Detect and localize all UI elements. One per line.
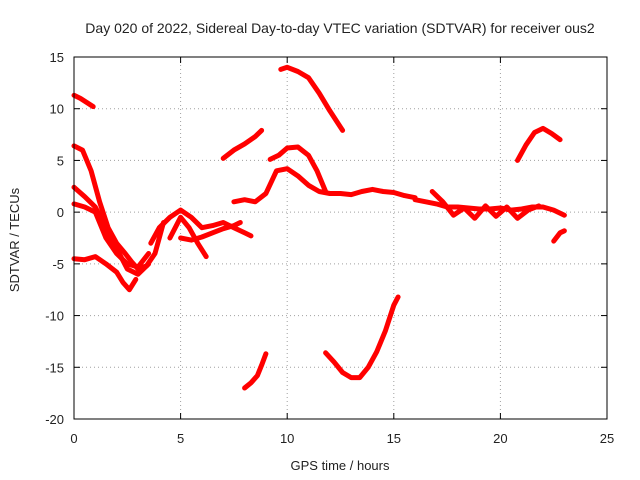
y-tick-labels: -20 -15 -10 -5 0 5 10 15 [45,50,64,427]
y-tick-label: -5 [52,257,64,272]
x-tick-label: 20 [493,431,507,446]
x-tick-label: 10 [280,431,294,446]
series-line-sat-c [71,184,152,277]
y-tick-label: 5 [57,153,64,168]
y-tick-label: 10 [50,102,64,117]
series-line-sat-f [148,207,254,246]
gridlines [73,56,608,420]
series-line-sat-g [167,214,209,260]
series-line-sat-r [323,294,401,381]
series-line-sat-a [71,92,96,110]
series-line-sat-k [267,144,329,194]
x-tick-label: 0 [70,431,77,446]
series-group [71,64,567,391]
series-line-sat-n [429,189,542,221]
plot-frame [73,56,608,420]
x-tick-label: 25 [600,431,614,446]
x-axis-label: GPS time / hours [291,458,390,473]
x-tick-labels: 0 5 10 15 20 25 [70,431,614,446]
y-axis-label: SDTVAR / TECUs [7,187,22,292]
x-tick-label: 5 [177,431,184,446]
series-line-sat-l [278,64,346,133]
x-tick-label: 15 [387,431,401,446]
chart-title: Day 020 of 2022, Sidereal Day-to-day VTE… [85,20,595,36]
y-tick-label: 15 [50,50,64,65]
series-line-sat-i [220,127,265,161]
series-line-sat-e [71,254,139,293]
series-line-sat-q [242,351,269,391]
y-tick-label: 0 [57,205,64,220]
series-line-sat-h [178,220,243,243]
series-line-sat-o [515,125,563,163]
y-tick-label: -15 [45,360,64,375]
series-line-sat-p [551,228,567,244]
series-line-sat-d [71,201,152,270]
y-tick-label: -20 [45,412,64,427]
y-tick-label: -10 [45,309,64,324]
